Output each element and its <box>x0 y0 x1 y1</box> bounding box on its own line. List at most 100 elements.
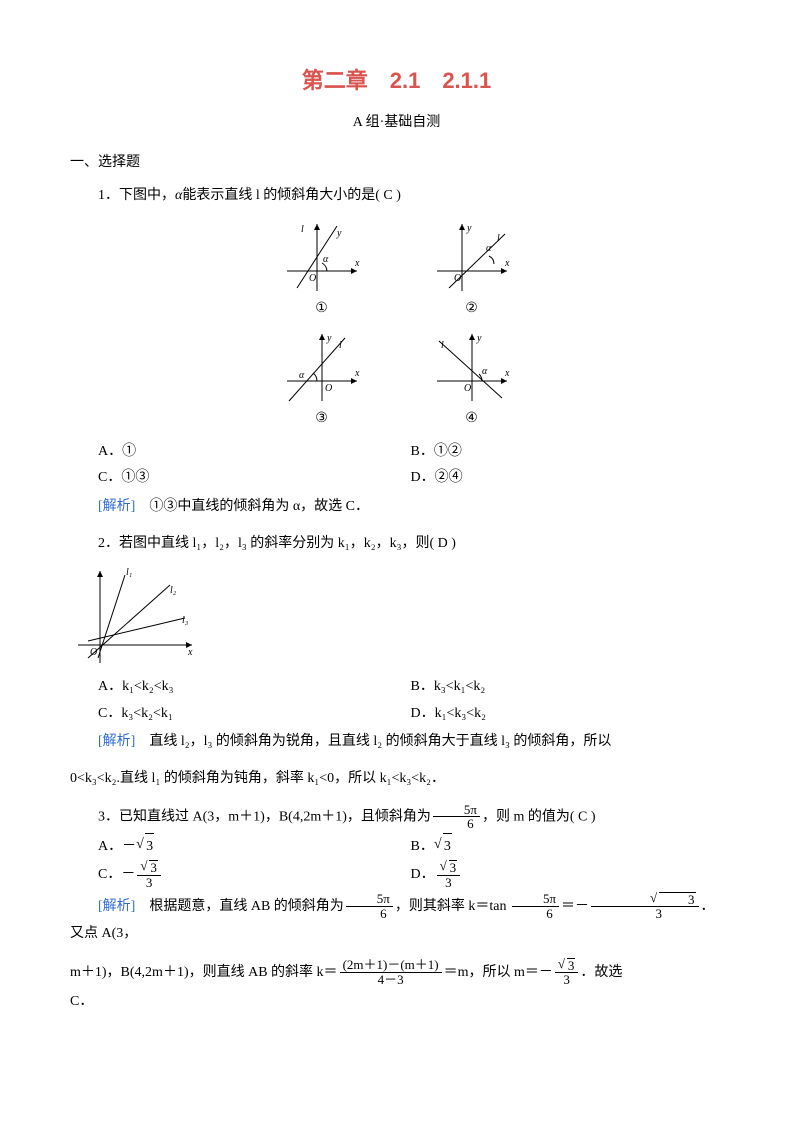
frac-den: 3 <box>591 907 699 921</box>
q1-opt-c: C．①③ <box>98 465 411 492</box>
frac-den: 3 <box>137 876 161 890</box>
q1-fig-4: α l y x O ④ <box>427 326 517 433</box>
q1-analysis-text: ①③中直线的倾斜角为 α，故选 C． <box>135 499 369 514</box>
radicand: 3 <box>443 833 452 861</box>
q3-options: A．－3 B．3 C．－33 D．33 <box>70 833 723 890</box>
analysis-label: [解析] <box>98 499 135 514</box>
svg-text:x: x <box>504 368 510 379</box>
q1-fig-label-3: ③ <box>277 406 367 433</box>
group-label: A 组·基础自测 <box>70 110 723 137</box>
svg-text:x: x <box>187 647 193 658</box>
opt-c-pre: C．－ <box>98 867 135 882</box>
sqrt-icon: 3 <box>440 860 458 875</box>
q2-opt-a: A．k₁<k₂<k₃ <box>98 674 411 701</box>
svg-text:x: x <box>504 258 510 269</box>
frac-den: 6 <box>346 907 393 921</box>
svg-text:l: l <box>301 224 304 235</box>
opt-b-pre: B． <box>411 839 434 854</box>
frac-num: 5π <box>512 892 559 907</box>
sqrt-icon: 3 <box>622 892 696 907</box>
q1-fig-2: α l y x O ② <box>427 216 517 323</box>
q1-opt-b: B．①② <box>411 439 724 466</box>
q1-fig-1: α l y x O ① <box>277 216 367 323</box>
q3-opt-a: A．－3 <box>98 833 411 861</box>
q3-opt-b: B． 3 <box>411 833 724 861</box>
q2-ana-a: 直线 l₂，l₃ 的倾斜角为锐角，且直线 l₂ 的倾斜角大于直线 l₃ 的倾斜角… <box>135 734 611 749</box>
q3-stem: 3．已知直线过 A(3，m＋1)，B(4,2m＋1)，且倾斜角为5π6，则 m … <box>70 803 723 831</box>
q1-options: A．① B．①② C．①③ D．②④ <box>70 439 723 492</box>
svg-text:y: y <box>466 223 472 234</box>
frac-num: (2m＋1)－(m＋1) <box>340 958 442 973</box>
frac-den: 4－3 <box>340 973 442 987</box>
q1-opt-d: D．②④ <box>411 465 724 492</box>
svg-text:l₃: l₃ <box>182 615 189 626</box>
svg-text:O: O <box>309 273 316 284</box>
q3-final: C． <box>70 989 723 1016</box>
analysis-label: [解析] <box>98 899 135 914</box>
svg-text:y: y <box>476 333 482 344</box>
q1-fig-label-1: ① <box>277 296 367 323</box>
frac-den: 6 <box>512 907 559 921</box>
svg-text:l₁: l₁ <box>126 567 132 578</box>
frac-num: 5π <box>346 892 393 907</box>
frac-num: 3 <box>591 892 699 908</box>
svg-text:O: O <box>325 383 332 394</box>
svg-text:l: l <box>441 340 444 351</box>
frac-num: 3 <box>437 860 461 876</box>
q3-analysis-line2: m＋1)，B(4,2m＋1)，则直线 AB 的斜率 k＝(2m＋1)－(m＋1)… <box>70 958 723 987</box>
frac-num: 3 <box>137 860 161 876</box>
q3-ana1-c: ＝－ <box>561 899 589 914</box>
opt-a-pre: A．－ <box>98 839 136 854</box>
q2-analysis-line2: 0<k₃<k₂.直线 l₁ 的倾斜角为钝角，斜率 k₁<0，所以 k₁<k₃<k… <box>70 766 723 793</box>
q1-stem-post: 能表示直线 l 的倾斜角大小的是( C ) <box>182 188 401 203</box>
sqrt-icon: 3 <box>140 860 158 875</box>
q2-analysis-line1: [解析] 直线 l₂，l₃ 的倾斜角为锐角，且直线 l₂ 的倾斜角大于直线 l₃… <box>70 729 723 756</box>
frac-sqrt3-3: 33 <box>591 892 699 921</box>
opt-d-pre: D． <box>411 867 435 882</box>
radicand: 3 <box>449 860 458 875</box>
svg-text:l₂: l₂ <box>170 585 177 596</box>
frac-5pi-6: 5π6 <box>433 803 480 831</box>
svg-text:l: l <box>497 233 500 244</box>
sqrt-icon: 3 <box>434 833 452 861</box>
q2-opt-b: B．k₃<k₁<k₂ <box>411 674 724 701</box>
svg-text:y: y <box>336 228 342 239</box>
frac-sqrt3-3: 33 <box>137 860 161 889</box>
q2-figure: l₁ l₂ l₃ x O <box>70 563 723 668</box>
q1-stem: 1．下图中，α能表示直线 l 的倾斜角大小的是( C ) <box>70 183 723 210</box>
long-frac: (2m＋1)－(m＋1)4－3 <box>340 958 442 986</box>
q3-analysis-line1: [解析] 根据题意，直线 AB 的倾斜角为5π6，则其斜率 k＝tan 5π6＝… <box>70 892 723 948</box>
q3-stem-a: 3．已知直线过 A(3，m＋1)，B(4,2m＋1)，且倾斜角为 <box>98 809 431 824</box>
frac-sqrt3-3: 33 <box>555 958 579 987</box>
svg-text:O: O <box>90 647 97 658</box>
svg-text:x: x <box>354 368 360 379</box>
q1-analysis: [解析] ①③中直线的倾斜角为 α，故选 C． <box>70 494 723 521</box>
svg-text:y: y <box>326 333 332 344</box>
q1-fig-label-4: ④ <box>427 406 517 433</box>
sqrt-icon: 3 <box>136 833 154 861</box>
q1-stem-pre: 1．下图中， <box>98 188 175 203</box>
frac-sqrt3-3: 33 <box>437 860 461 889</box>
q1-figures: α l y x O ① α l y x O ② <box>70 216 723 433</box>
svg-text:α: α <box>482 366 488 377</box>
section-heading: 一、选择题 <box>70 150 723 177</box>
q3-opt-c: C．－33 <box>98 860 411 889</box>
q1-fig-3: α l y x O ③ <box>277 326 367 433</box>
q2-opt-d: D．k₁<k₃<k₂ <box>411 701 724 728</box>
q1-opt-a: A．① <box>98 439 411 466</box>
radicand: 3 <box>659 892 696 907</box>
q2-stem: 2．若图中直线 l₁，l₂，l₃ 的斜率分别为 k₁，k₂，k₃，则( D ) <box>70 531 723 558</box>
radicand: 3 <box>149 860 158 875</box>
q3-ana1-b: ，则其斜率 k＝tan <box>395 899 510 914</box>
svg-text:O: O <box>464 383 471 394</box>
analysis-label: [解析] <box>98 734 135 749</box>
q3-opt-d: D．33 <box>411 860 724 889</box>
q1-fig-label-2: ② <box>427 296 517 323</box>
q3-ana2-a: m＋1)，B(4,2m＋1)，则直线 AB 的斜率 k＝ <box>70 964 338 979</box>
q3-ana2-c: ．故选 <box>580 964 622 979</box>
chapter-title: 第二章 2.1 2.1.1 <box>70 60 723 102</box>
q3-ana2-b: ＝m，所以 m＝－ <box>444 964 553 979</box>
q2-options: A．k₁<k₂<k₃ B．k₃<k₁<k₂ C．k₃<k₂<k₁ D．k₁<k₃… <box>70 674 723 727</box>
sqrt-icon: 3 <box>558 958 576 973</box>
frac-num: 5π <box>433 803 480 818</box>
